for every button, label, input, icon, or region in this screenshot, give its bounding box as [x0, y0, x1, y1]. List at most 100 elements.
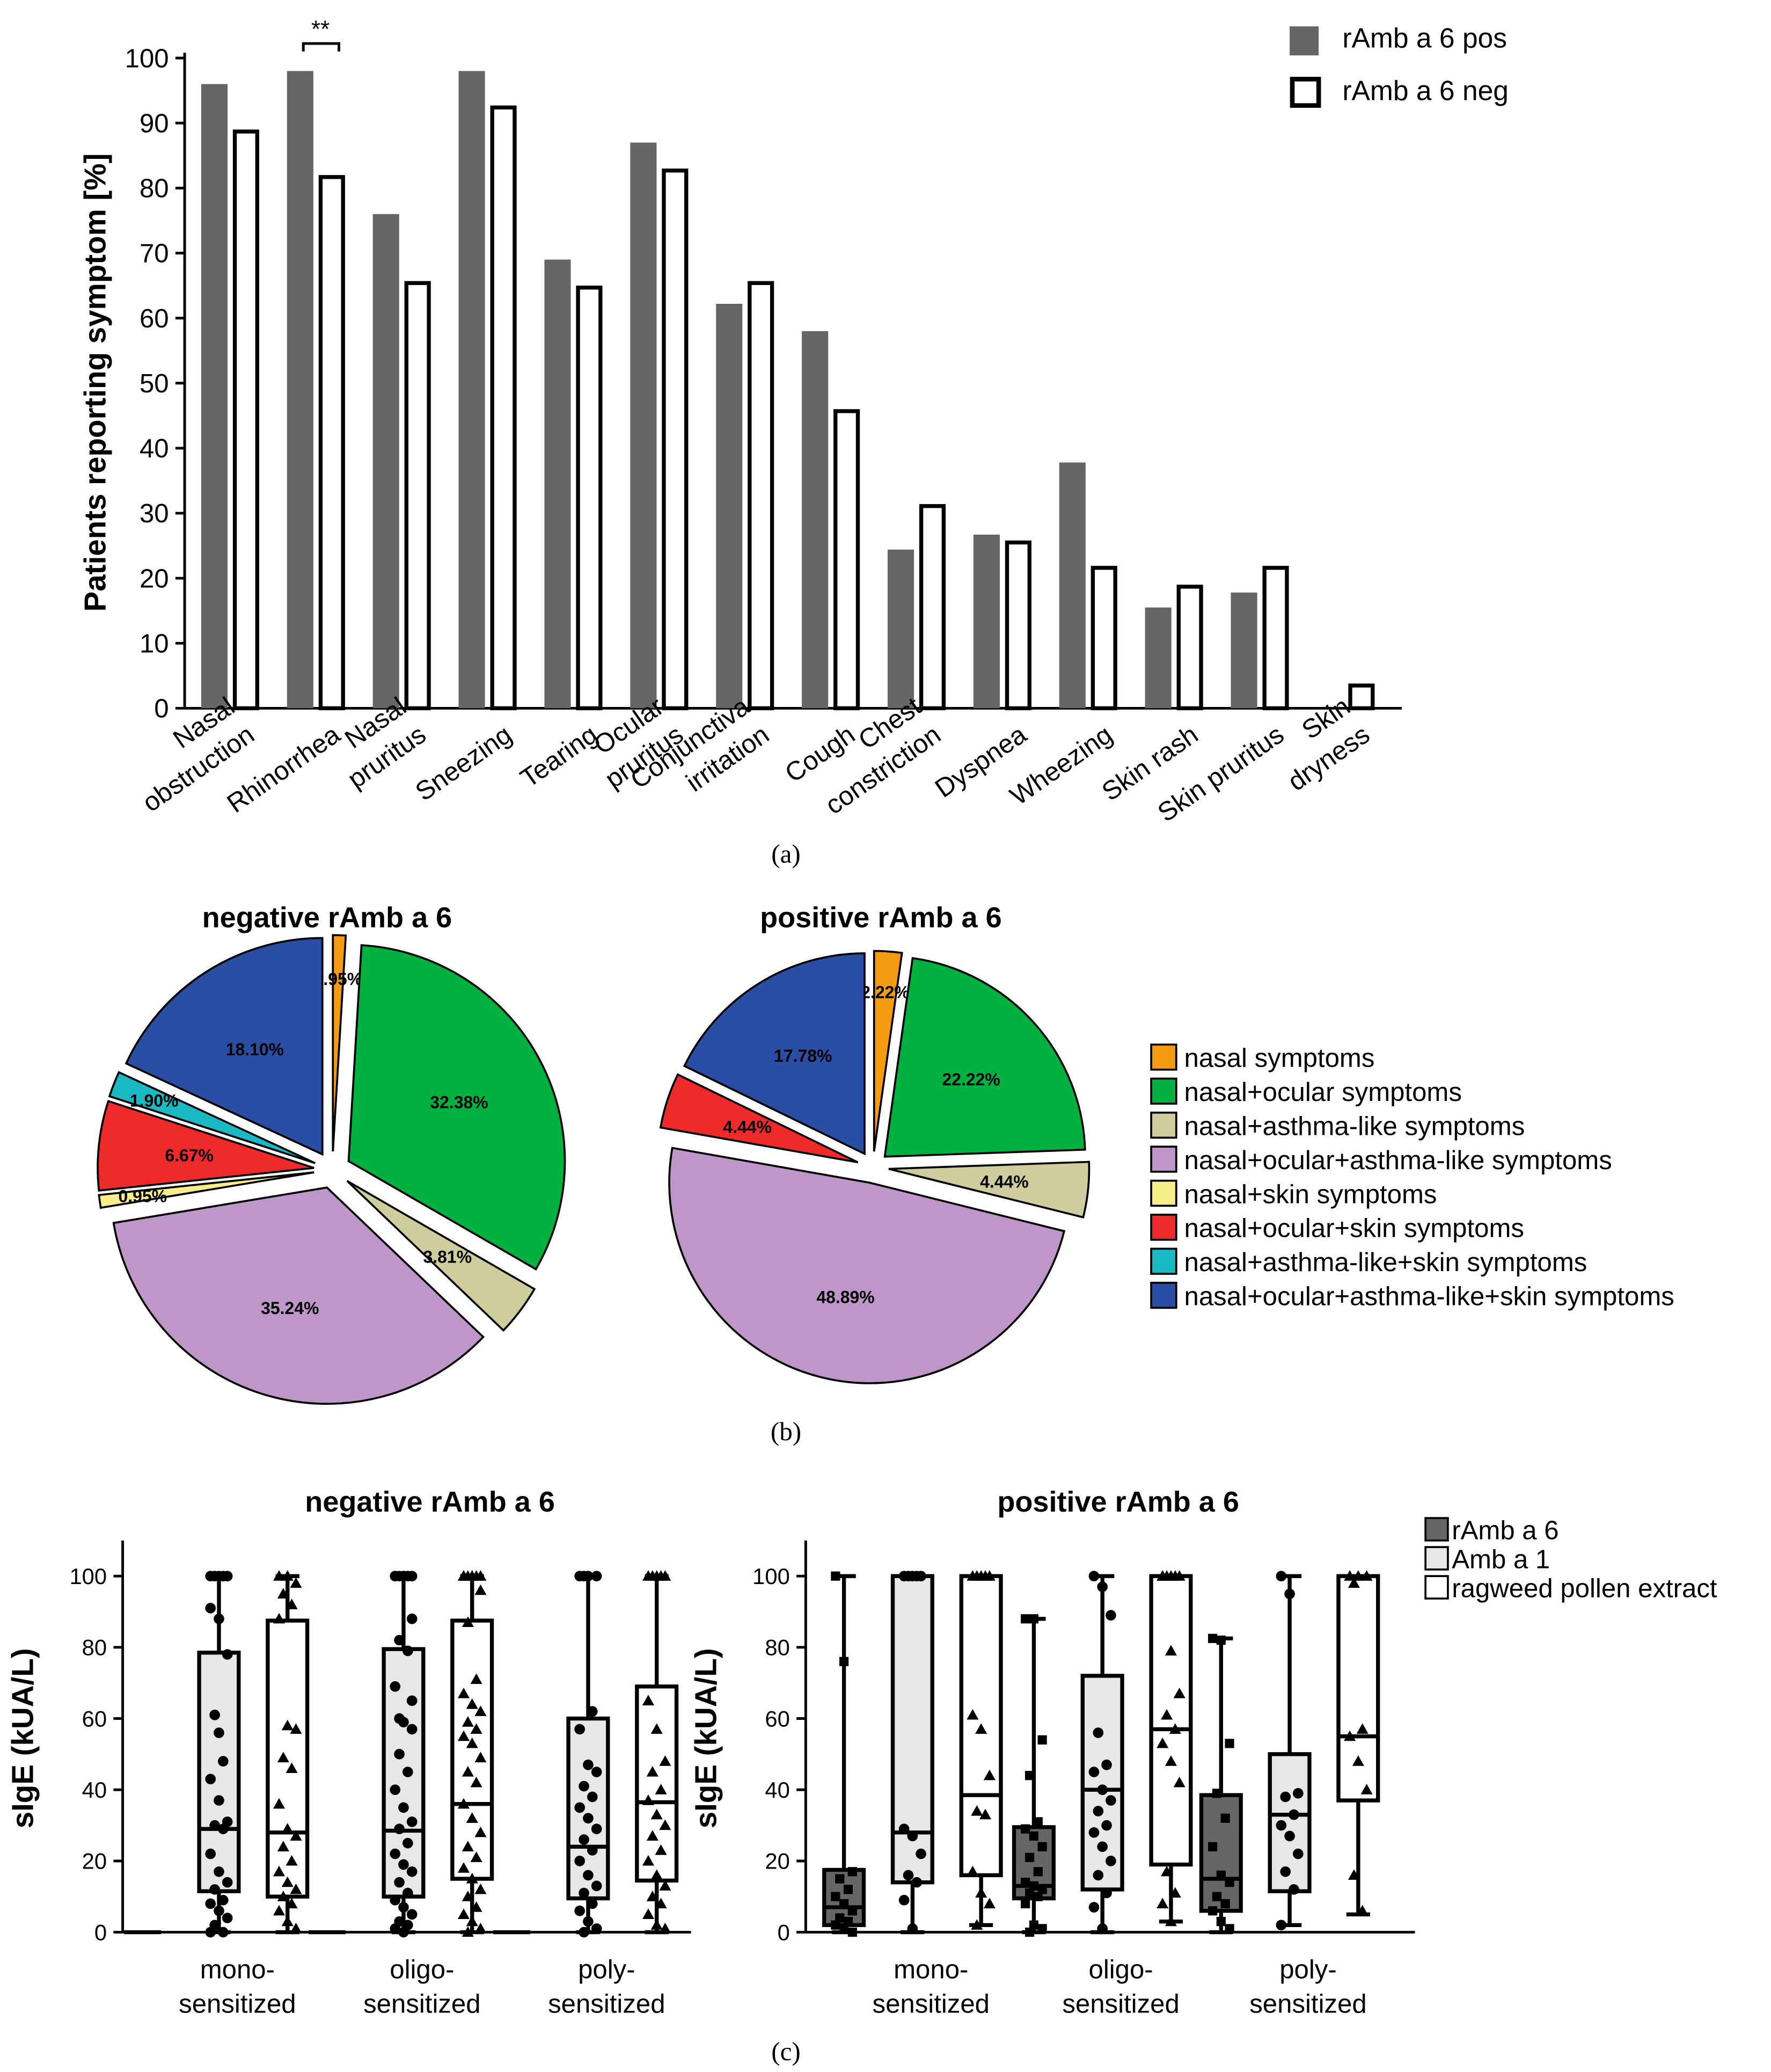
legend-swatch-neg — [1290, 77, 1321, 108]
data-point — [1021, 1878, 1030, 1887]
data-point — [214, 1866, 224, 1877]
data-point — [1157, 1898, 1169, 1909]
significance-annotation: ** — [302, 16, 341, 52]
data-point — [470, 1851, 482, 1862]
legend-label-neg: rAmb a 6 neg — [1342, 75, 1509, 106]
pie-data-label: 0.95% — [118, 1187, 167, 1206]
data-point — [1292, 1788, 1304, 1799]
pie-slice — [683, 952, 866, 1156]
data-point — [1169, 1887, 1181, 1898]
data-point — [398, 1571, 409, 1581]
pie-slice — [668, 1147, 1066, 1384]
bar-pos — [287, 71, 313, 709]
data-point — [273, 1905, 286, 1916]
data-point — [222, 1649, 233, 1660]
bar-pos — [973, 535, 1000, 709]
y-tick-label: 100 — [69, 1564, 107, 1589]
data-point — [1216, 1917, 1226, 1927]
data-point — [1157, 1737, 1169, 1748]
bar-neg — [1176, 585, 1203, 711]
pie-slice — [332, 934, 347, 1152]
y-tick-label: 80 — [140, 174, 169, 203]
data-point — [390, 1784, 401, 1796]
data-point — [907, 1830, 918, 1842]
data-point — [1024, 1888, 1035, 1898]
data-point — [971, 1805, 983, 1816]
data-point — [1024, 1927, 1035, 1937]
bar-pos — [802, 331, 829, 709]
legend-swatch — [1150, 1111, 1177, 1139]
data-point — [470, 1723, 482, 1734]
y-axis-title: sIgE (kUA/L) — [6, 1648, 40, 1828]
bar-pos — [458, 71, 485, 709]
data-point — [646, 1570, 658, 1581]
data-point — [1024, 1771, 1035, 1781]
data-point — [286, 1762, 298, 1773]
data-point — [277, 1841, 289, 1851]
pie-slice — [873, 950, 903, 1152]
data-point — [1097, 1784, 1108, 1796]
data-point — [1276, 1571, 1287, 1581]
data-point — [1225, 1739, 1234, 1748]
data-point — [273, 1798, 286, 1809]
data-point — [466, 1737, 478, 1748]
data-point — [214, 1795, 224, 1806]
box-iqr — [1149, 1574, 1193, 1867]
data-point — [462, 1841, 474, 1851]
data-point — [591, 1923, 602, 1934]
pie-data-label: 4.44% — [723, 1118, 772, 1137]
data-point — [1161, 1709, 1173, 1720]
data-point — [1225, 1878, 1234, 1887]
data-point — [591, 1880, 602, 1892]
y-tick-label: 80 — [765, 1635, 789, 1660]
data-point — [390, 1681, 401, 1692]
bar-neg — [404, 281, 431, 711]
data-point — [1029, 1920, 1039, 1930]
data-point — [659, 1755, 671, 1766]
data-point — [1021, 1824, 1030, 1834]
data-point — [394, 1635, 405, 1646]
data-point — [1348, 1577, 1360, 1588]
x-tick-label: poly- — [1279, 1956, 1336, 1985]
data-point — [587, 1791, 598, 1803]
data-point — [1165, 1645, 1177, 1656]
data-point — [642, 1695, 655, 1705]
data-point — [1173, 1776, 1185, 1788]
data-point — [281, 1719, 294, 1731]
legend-label: nasal+ocular+asthma-like symptoms — [1184, 1146, 1612, 1175]
data-point — [394, 1877, 405, 1888]
data-point — [659, 1922, 671, 1934]
data-point — [1352, 1570, 1364, 1581]
pie-slice — [659, 1073, 859, 1164]
data-point — [579, 1887, 589, 1899]
data-point — [1157, 1570, 1169, 1581]
data-point — [218, 1823, 229, 1834]
data-point — [907, 1923, 918, 1934]
data-point — [394, 1749, 405, 1760]
data-point — [474, 1883, 487, 1894]
data-point — [1292, 1848, 1304, 1859]
data-point — [1352, 1755, 1364, 1766]
x-tick-label: sensitized — [363, 1989, 480, 2018]
data-point — [462, 1765, 474, 1777]
data-point — [1289, 1809, 1299, 1820]
pie-negative: 0.95%32.38%3.81%35.24%0.95%6.67%1.90%18.… — [97, 934, 566, 1405]
bar-neg — [662, 169, 689, 711]
y-tick-label: 20 — [82, 1849, 107, 1874]
panel-a-caption: (a) — [771, 839, 801, 869]
data-point — [1029, 1614, 1039, 1624]
data-point — [390, 1895, 401, 1906]
data-point — [205, 1898, 216, 1909]
x-tick-label: oligo- — [390, 1956, 454, 1985]
pie-data-label: 22.22% — [942, 1070, 1000, 1089]
y-tick-label: 30 — [140, 499, 169, 528]
data-point — [406, 1724, 418, 1735]
data-point — [1088, 1902, 1100, 1913]
data-point — [470, 1901, 482, 1912]
data-point — [574, 1905, 586, 1916]
data-point — [1220, 1899, 1230, 1909]
data-point — [205, 1603, 216, 1614]
data-point — [1088, 1767, 1100, 1777]
y-tick-label: 60 — [765, 1706, 789, 1731]
